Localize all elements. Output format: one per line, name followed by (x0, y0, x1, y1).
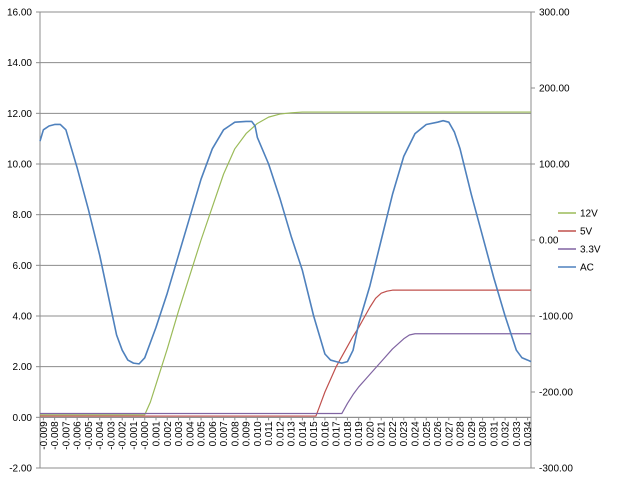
x-tick-label: -0.006 (73, 421, 84, 450)
x-tick-label: 0.018 (343, 421, 354, 446)
x-tick-label: 0.029 (467, 421, 478, 446)
x-tick-label: 0.022 (388, 421, 399, 446)
x-tick-label: -0.009 (39, 421, 50, 450)
x-tick-label: -0.001 (129, 421, 140, 450)
x-tick-label: 0.012 (275, 421, 286, 446)
y-tick-label: 2.00 (13, 362, 33, 373)
y-tick-label: 8.00 (13, 210, 33, 221)
x-tick-label: 0.028 (456, 421, 467, 446)
x-tick-label: 0.027 (444, 421, 455, 446)
x-tick-label: -0.007 (61, 421, 72, 450)
series-line-ac (39, 119, 532, 365)
x-tick-label: 0.004 (185, 421, 196, 446)
y2-tick-label: -300.00 (539, 464, 573, 475)
x-tick-label: 0.034 (523, 421, 534, 446)
x-tick-label: 0.020 (365, 421, 376, 446)
series-line-5v (40, 289, 531, 417)
x-tick-label: 0.030 (478, 421, 489, 446)
y-tick-label: 6.00 (13, 261, 33, 272)
x-tick-label: 0.008 (230, 421, 241, 446)
x-tick-label: 0.011 (264, 421, 275, 446)
x-tick-label: 0.001 (151, 421, 162, 446)
x-tick-label: 0.003 (174, 421, 185, 446)
x-tick-label: -0.005 (84, 421, 95, 450)
x-tick-label: 0.002 (163, 421, 174, 446)
legend-label: 3.3V (580, 245, 601, 256)
series-line-3-3v (40, 333, 531, 415)
x-tick-label: 0.026 (433, 421, 444, 446)
y-tick-label: 10.00 (7, 160, 32, 171)
x-tick-label: -0.002 (118, 421, 129, 450)
y2-tick-label: 100.00 (539, 160, 570, 171)
x-tick-label: -0.004 (95, 421, 106, 450)
x-tick-label: -0.008 (50, 421, 61, 450)
x-tick-label: 0.033 (512, 421, 523, 446)
y-tick-label: 14.00 (7, 58, 32, 69)
y2-tick-label: 200.00 (539, 84, 570, 95)
y-tick-label: -2.00 (9, 464, 32, 475)
legend-label: AC (580, 263, 594, 274)
x-tick-label: 0.025 (422, 421, 433, 446)
x-tick-label: 0.005 (197, 421, 208, 446)
y2-tick-label: 0.00 (539, 236, 559, 247)
x-tick-label: 0.014 (298, 421, 309, 446)
y2-tick-label: -100.00 (539, 312, 573, 323)
x-tick-label: -0.003 (106, 421, 117, 450)
x-tick-label: 0.006 (208, 421, 219, 446)
legend-label: 5V (580, 227, 593, 238)
y-tick-label: 4.00 (13, 312, 33, 323)
x-tick-label: 0.031 (489, 421, 500, 446)
x-tick-label: 0.017 (332, 421, 343, 446)
y-tick-label: 0.00 (13, 413, 33, 424)
x-tick-label: 0.016 (320, 421, 331, 446)
y-tick-label: 12.00 (7, 109, 32, 120)
y2-tick-label: 300.00 (539, 8, 570, 19)
series-line-12v (40, 111, 531, 416)
legend-label: 12V (580, 209, 598, 220)
x-tick-label: 0.019 (354, 421, 365, 446)
x-tick-label: 0.010 (253, 421, 264, 446)
x-tick-label: 0.024 (411, 421, 422, 446)
x-tick-label: 0.013 (287, 421, 298, 446)
y-tick-label: 16.00 (7, 8, 32, 19)
x-tick-label: 0.032 (501, 421, 512, 446)
x-tick-label: 0.007 (219, 421, 230, 446)
x-tick-label: -0.000 (140, 421, 151, 450)
y2-tick-label: -200.00 (539, 388, 573, 399)
x-tick-label: 0.015 (309, 421, 320, 446)
x-tick-label: 0.021 (377, 421, 388, 446)
x-tick-label: 0.009 (242, 421, 253, 446)
x-tick-label: 0.023 (399, 421, 410, 446)
